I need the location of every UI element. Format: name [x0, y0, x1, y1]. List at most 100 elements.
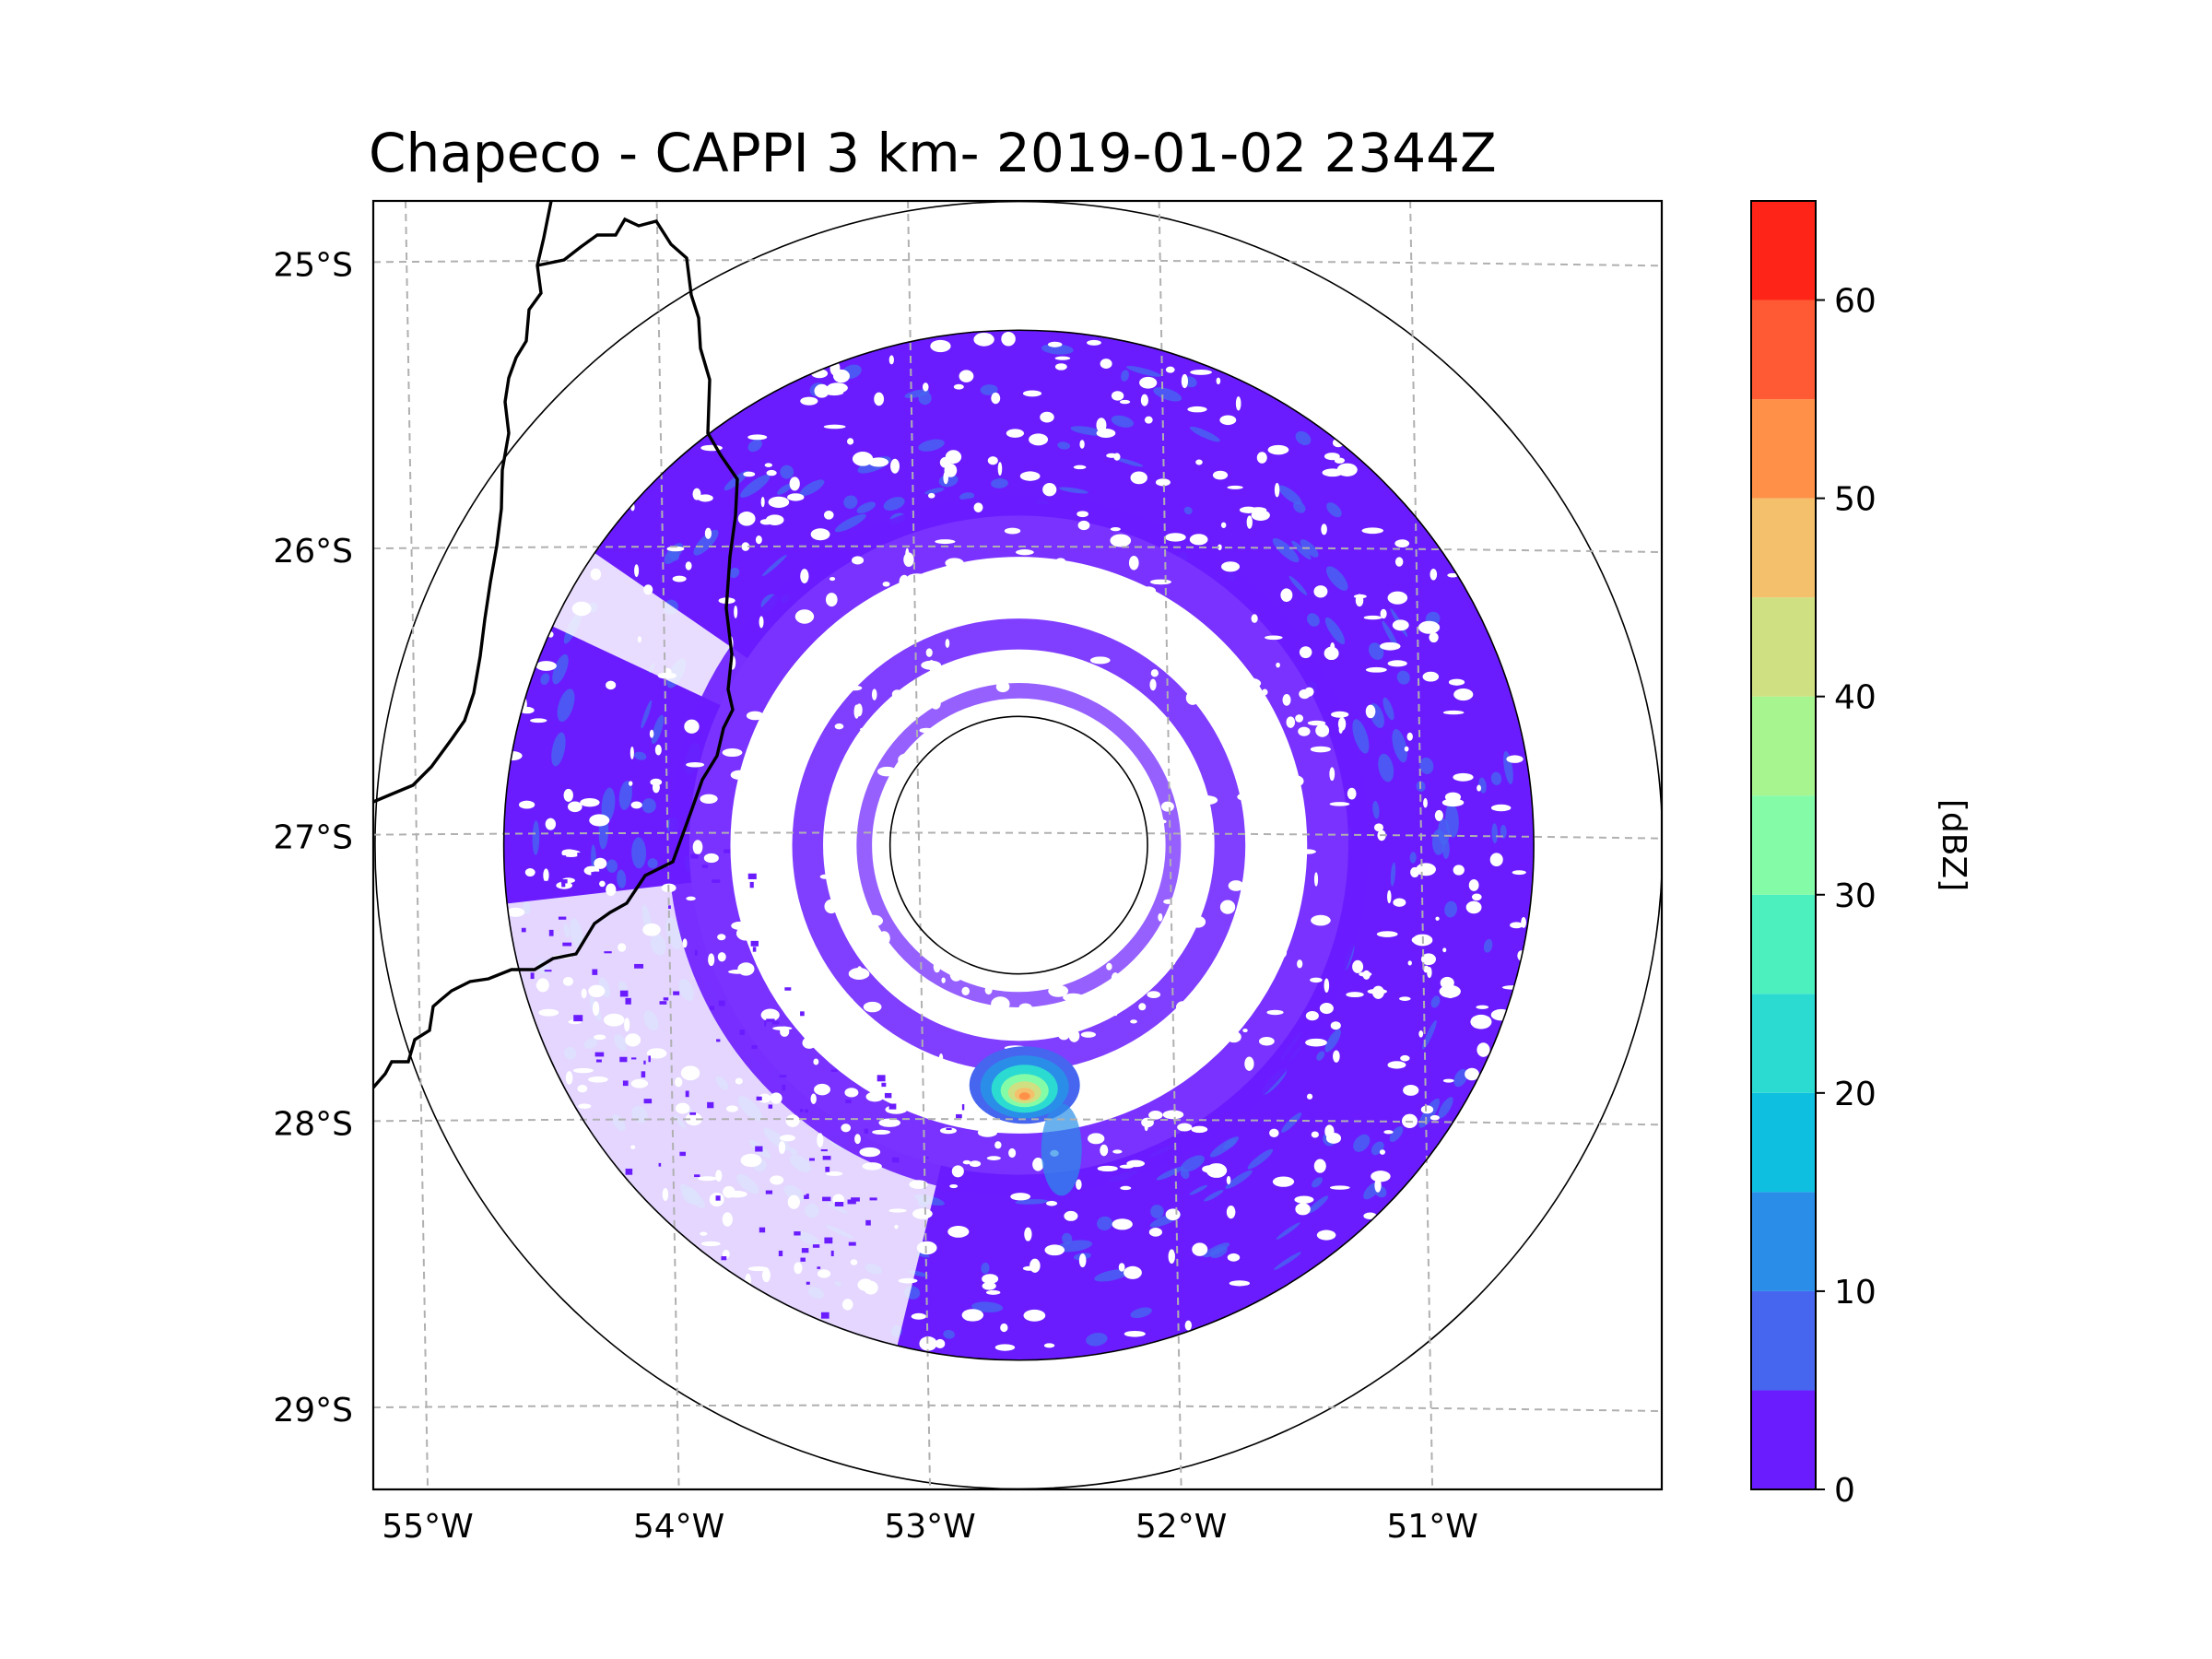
echo-speckle — [918, 391, 932, 406]
echo-hole — [1221, 561, 1241, 572]
echo-hole — [938, 1053, 944, 1063]
echo-speckle — [1247, 1148, 1274, 1170]
echo-hole — [1158, 912, 1163, 922]
echo-hole — [779, 1135, 795, 1142]
echo-hole — [1043, 1343, 1055, 1348]
echo-hole — [1100, 359, 1112, 369]
echo-hole — [1442, 947, 1447, 953]
colorbar-bin — [1751, 1092, 1816, 1193]
echo-hole — [852, 1021, 865, 1035]
echo-hole — [1310, 746, 1331, 753]
echo-hole — [912, 1208, 933, 1219]
echo-speck — [643, 1099, 653, 1104]
echo-hole — [536, 978, 549, 993]
echo-hole — [1383, 1130, 1394, 1135]
echo-speck — [710, 1006, 715, 1010]
lon-tick-label: 51°W — [1386, 1508, 1477, 1546]
echo-hole — [890, 458, 900, 474]
echo-hole — [722, 747, 743, 758]
echo-hole — [565, 1071, 573, 1085]
echo-hole — [1022, 390, 1042, 397]
colorbar-bin — [1751, 300, 1816, 400]
lon-gridline — [907, 201, 932, 1489]
echo-hole — [1270, 946, 1288, 960]
echo-hole — [590, 568, 602, 581]
echo-speck — [820, 1312, 830, 1319]
echo-hole — [789, 477, 800, 491]
echo-hole — [764, 463, 772, 467]
echo-hole — [1307, 720, 1326, 726]
lon-tick-label: 53°W — [884, 1508, 975, 1546]
echo-hole — [1182, 771, 1197, 776]
echo-speckle — [551, 732, 566, 767]
echo-speckle — [1094, 1268, 1130, 1282]
echo-hole — [1111, 391, 1124, 401]
echo-hole — [1021, 653, 1035, 668]
echo-hole — [877, 766, 898, 777]
echo-speckle — [1445, 803, 1459, 838]
echo-hole — [1187, 406, 1207, 413]
echo-hole — [786, 944, 804, 954]
echo-hole — [905, 900, 920, 908]
echo-hole — [1040, 411, 1054, 423]
echo-hole — [1315, 724, 1330, 737]
echo-hole — [1294, 1195, 1314, 1204]
echo-hole — [1189, 534, 1208, 546]
echo-speckle — [924, 488, 945, 495]
echo-hole — [1365, 704, 1376, 719]
echo-hole — [1124, 1045, 1141, 1053]
echo-hole — [1506, 755, 1524, 763]
echo-speckle — [1491, 823, 1499, 844]
echo-hole — [803, 1016, 821, 1021]
echo-hole — [1246, 515, 1253, 529]
echo-hole — [1055, 558, 1065, 564]
echo-hole — [1282, 694, 1291, 706]
echo-hole — [1084, 914, 1091, 925]
echo-speck — [648, 1055, 651, 1063]
echo-speck — [679, 1151, 686, 1157]
echo-hole — [1001, 332, 1016, 347]
echo-hole — [1286, 716, 1296, 728]
echo-hole — [692, 840, 703, 855]
echo-speck — [799, 1109, 804, 1112]
echo-hole — [1280, 588, 1293, 603]
echo-hole — [824, 899, 839, 914]
echo-speckle — [918, 439, 945, 452]
echo-hole — [847, 665, 861, 671]
echo-hole — [1453, 865, 1465, 876]
echo-hole — [872, 1129, 891, 1135]
echo-speck — [593, 871, 600, 877]
echo-hole — [919, 727, 934, 734]
echo-hole — [874, 392, 885, 406]
echo-hole — [629, 746, 634, 759]
echo-hole — [959, 882, 979, 897]
echo-hole — [697, 494, 713, 502]
echo-speck — [622, 1080, 629, 1087]
echo-speck — [949, 1214, 959, 1220]
echo-speck — [625, 1168, 633, 1175]
echo-hole — [894, 1224, 899, 1230]
echo-speckle — [1419, 757, 1434, 774]
echo-speckle — [1153, 387, 1182, 402]
echo-hole — [1465, 900, 1482, 914]
echo-hole — [890, 842, 903, 849]
echo-hole — [1179, 796, 1193, 808]
echo-speck — [659, 1001, 667, 1005]
echo-hole — [1256, 452, 1267, 464]
echo-hole — [535, 661, 557, 671]
echo-hole — [911, 1312, 926, 1320]
echo-hole — [654, 744, 662, 756]
echo-hole — [811, 1007, 825, 1012]
echo-speckle — [1015, 1199, 1049, 1205]
echo-speckle — [651, 714, 665, 745]
echo-hole — [935, 760, 945, 765]
lat-tick-label: 25°S — [273, 246, 353, 284]
storm-cell-tail — [1041, 1103, 1082, 1196]
echo-hole — [603, 1013, 625, 1027]
echo-hole — [1018, 1003, 1032, 1012]
echo-hole — [1202, 1165, 1219, 1173]
echo-hole — [1442, 710, 1465, 715]
echo-hole — [1086, 729, 1105, 734]
echo-hole — [1226, 1206, 1236, 1219]
echo-hole — [1404, 746, 1409, 752]
